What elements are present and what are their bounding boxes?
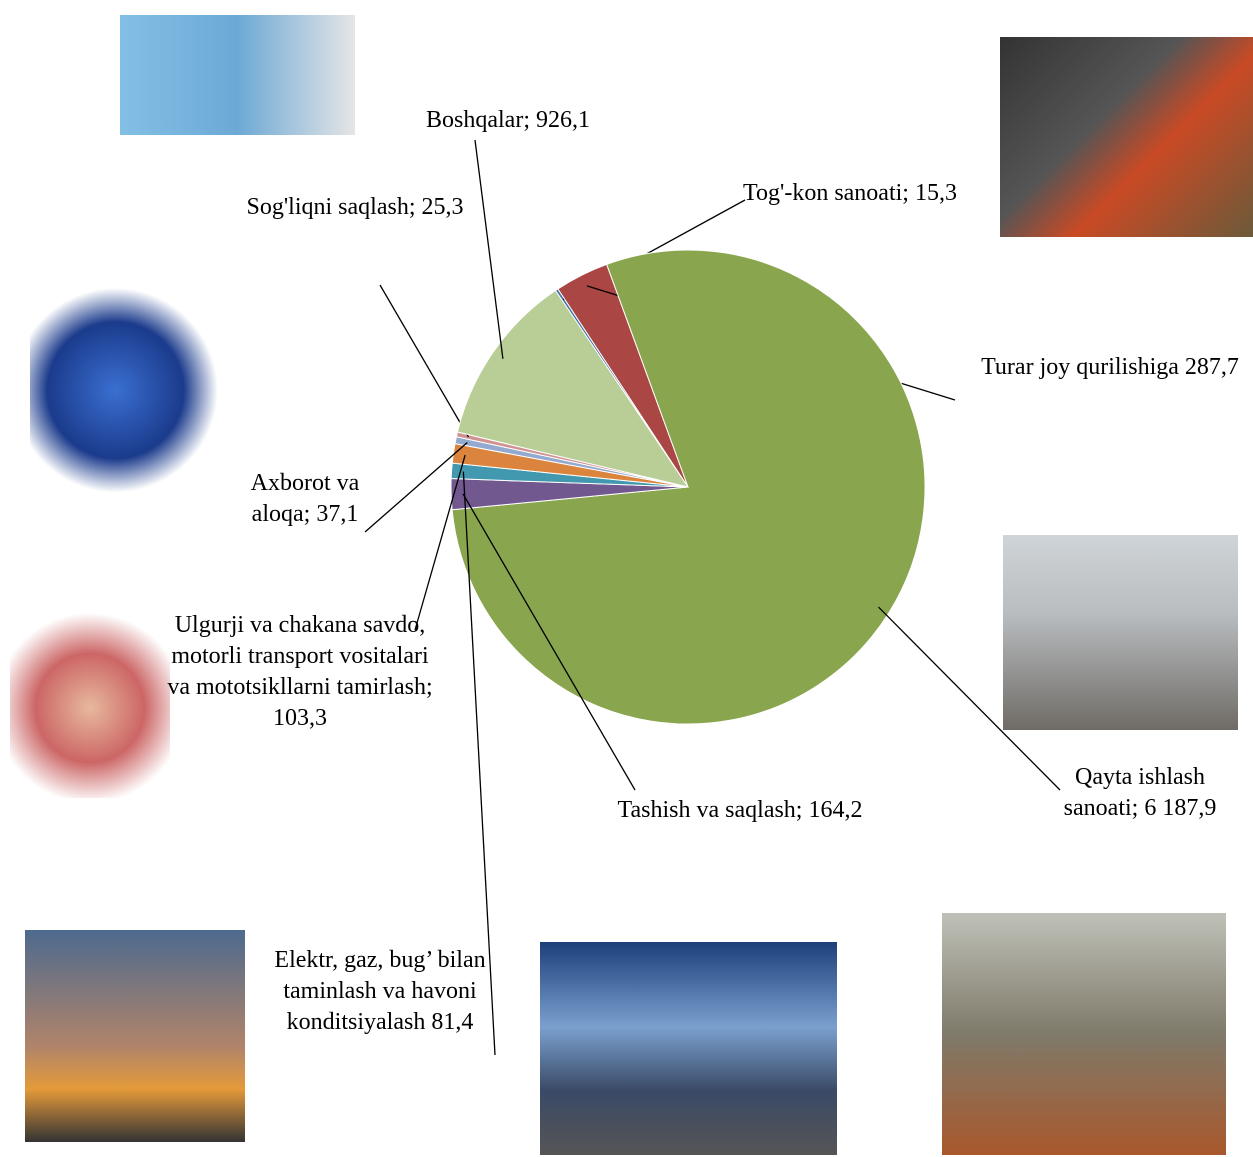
photo	[120, 15, 355, 135]
photo	[30, 280, 220, 525]
leader-line	[379, 284, 470, 438]
value-label: 15,3	[914, 180, 957, 206]
category-label: Boshqalar;	[426, 107, 530, 133]
pie-slice	[456, 289, 690, 488]
data-label: Elektr, gaz, bug’ bilan taminlash va hav…	[260, 945, 500, 1038]
leader-line	[462, 493, 636, 791]
leader-line	[878, 606, 1061, 791]
leader-line	[414, 454, 466, 631]
data-label: Ulgurji va chakana savdo, motorli transp…	[165, 610, 435, 734]
category-label: Ulgurji va chakana savdo, motorli transp…	[167, 612, 433, 700]
category-label: Elektr, gaz, bug’ bilan taminlash va hav…	[274, 947, 486, 1035]
photo	[1000, 37, 1253, 237]
data-label: Tashish va saqlash; 164,2	[575, 795, 905, 826]
leader-line	[462, 471, 496, 1056]
value-label: 926,1	[535, 107, 590, 133]
data-label: Boshqalar; 926,1	[388, 105, 628, 136]
data-label: Axborot va aloqa; 37,1	[220, 468, 390, 530]
value-label: 164,2	[808, 797, 863, 823]
value-label: 287,7	[1184, 354, 1239, 380]
photo	[1003, 535, 1238, 730]
category-label: Tog'-kon sanoati;	[743, 180, 909, 206]
data-label: Turar joy qurilishiga 287,7	[980, 352, 1240, 383]
value-label: 37,1	[316, 501, 359, 527]
photo	[25, 930, 245, 1142]
photo	[540, 942, 837, 1155]
data-label: Tog'-kon sanoati; 15,3	[730, 178, 970, 209]
category-label: Qayta ishlash sanoati;	[1063, 764, 1205, 821]
value-label: 81,4	[431, 1009, 474, 1035]
value-label: 25,3	[421, 194, 464, 220]
category-label: Tashish va saqlash;	[617, 797, 803, 823]
leader-line	[364, 442, 468, 533]
category-label: Axborot va aloqa;	[250, 470, 360, 527]
value-label: 6 187,9	[1144, 795, 1217, 821]
photo	[10, 598, 170, 798]
leader-line	[474, 139, 504, 359]
value-label: 103,3	[273, 705, 327, 731]
photo	[942, 913, 1226, 1155]
category-label: Turar joy qurilishiga	[981, 354, 1179, 380]
category-label: Sog'liqni saqlash;	[246, 194, 416, 220]
data-label: Sog'liqni saqlash; 25,3	[235, 192, 475, 223]
data-label: Qayta ishlash sanoati; 6 187,9	[1035, 762, 1245, 824]
